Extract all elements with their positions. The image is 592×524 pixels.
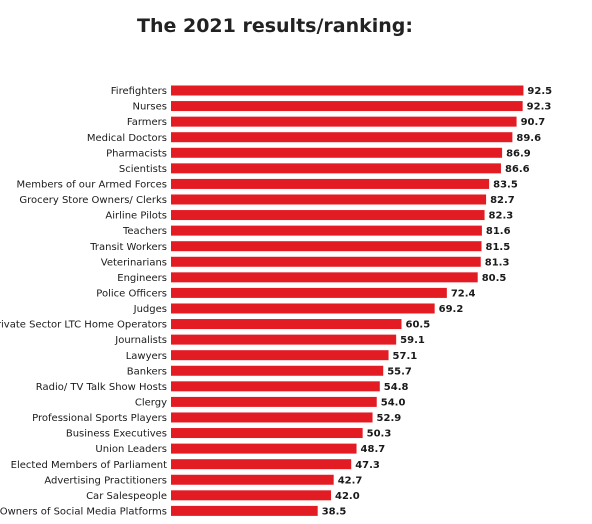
value-label: 59.1 [400,335,425,346]
bar [171,443,357,454]
bar [171,287,447,298]
category-label: Business Executives [66,429,167,440]
value-label: 92.5 [527,86,552,97]
category-label: Teachers [122,226,167,237]
bar [171,412,373,423]
bar [171,147,503,158]
category-label: Members of our Armed Forces [16,180,167,191]
bar [171,428,363,439]
bar [171,350,389,361]
category-label: Police Officers [96,289,167,300]
category-label: Scientists [119,164,167,175]
bar [171,459,352,470]
category-label: Firefighters [111,86,167,97]
category-label: Advertising Practitioners [44,475,167,486]
bar [171,85,524,96]
category-label: Engineers [117,273,167,284]
value-label: 57.1 [393,351,418,362]
bar [171,132,513,143]
bar [171,396,377,407]
bar [171,194,487,205]
value-label: 42.0 [335,491,360,502]
value-label: 90.7 [521,117,546,128]
value-label: 81.3 [485,257,510,268]
bar [171,365,384,376]
chart-title: The 2021 results/ranking: [136,15,413,37]
category-label: Airline Pilots [105,211,167,222]
bar [171,163,501,174]
bar [171,319,402,330]
value-label: 86.9 [506,148,531,159]
value-label: 82.7 [490,195,515,206]
category-label: Radio/ TV Talk Show Hosts [36,382,167,393]
value-label: 82.3 [489,211,514,222]
category-label: Veterinarians [101,257,167,268]
value-label: 83.5 [493,180,518,191]
bar [171,490,332,501]
bar [171,241,482,252]
value-label: 55.7 [387,366,412,377]
category-label: Medical Doctors [87,133,167,144]
bar [171,381,380,392]
value-label: 47.3 [355,460,380,471]
bar [171,303,435,314]
category-label: Grocery Store Owners/ Clerks [19,195,167,206]
value-label: 38.5 [322,506,347,517]
value-label: 69.2 [439,304,464,315]
bar [171,334,397,345]
value-label: 89.6 [516,133,541,144]
value-label: 48.7 [361,444,386,455]
bar [171,178,490,189]
bar [171,256,481,267]
value-label: 50.3 [367,429,392,440]
value-label: 60.5 [406,320,431,331]
value-label: 81.5 [486,242,511,253]
category-label: Farmers [127,117,167,128]
category-label: Judges [133,304,167,315]
category-label: Bankers [127,366,167,377]
category-label: Private Sector LTC Home Operators [0,320,167,331]
category-label: Union Leaders [95,444,167,455]
category-label: Car Salespeople [86,491,167,502]
category-label: Nurses [132,102,167,113]
category-label: Clergy [135,398,167,409]
value-label: 52.9 [377,413,402,424]
bar [171,101,523,112]
category-label: Lawyers [126,351,167,362]
value-label: 86.6 [505,164,530,175]
bar [171,272,478,283]
category-label: Professional Sports Players [32,413,167,424]
bar [171,474,334,485]
bar [171,225,482,236]
category-label: Journalists [114,335,167,346]
category-label: Transit Workers [89,242,167,253]
bar [171,210,485,221]
value-label: 80.5 [482,273,507,284]
bar [171,505,318,516]
category-label: Owners of Social Media Platforms [0,506,167,517]
value-label: 42.7 [338,475,363,486]
bar [171,116,517,127]
value-label: 54.8 [384,382,409,393]
value-label: 72.4 [451,289,476,300]
category-label: Pharmacists [106,148,167,159]
value-label: 54.0 [381,398,406,409]
value-label: 81.6 [486,226,511,237]
value-label: 92.3 [527,102,552,113]
category-label: Elected Members of Parliament [11,460,167,471]
